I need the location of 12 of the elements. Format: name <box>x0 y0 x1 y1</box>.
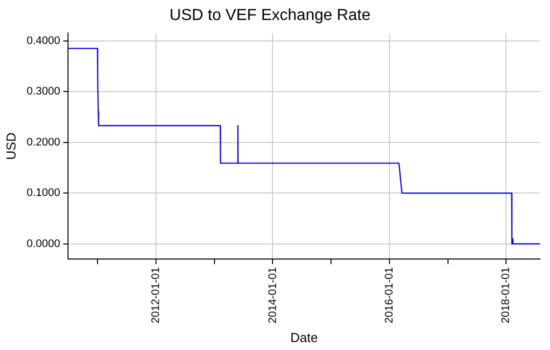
x-tick-label: 2012-01-01 <box>150 267 162 324</box>
x-axis-title: Date <box>290 330 318 345</box>
x-tick-label: 2018-01-01 <box>500 267 512 324</box>
y-tick-label: 0.1000 <box>26 187 60 200</box>
x-tick-label: 2014-01-01 <box>266 267 279 324</box>
y-tick-label: 0.0000 <box>26 238 60 250</box>
chart-title: USD to VEF Exchange Rate <box>170 7 371 24</box>
y-axis-title: USD <box>3 132 18 160</box>
y-tick-label: 0.4000 <box>26 34 60 47</box>
y-tick-label: 0.3000 <box>26 86 60 98</box>
y-tick-label: 0.2000 <box>26 136 60 148</box>
x-tick-label: 2016-01-01 <box>383 267 396 324</box>
